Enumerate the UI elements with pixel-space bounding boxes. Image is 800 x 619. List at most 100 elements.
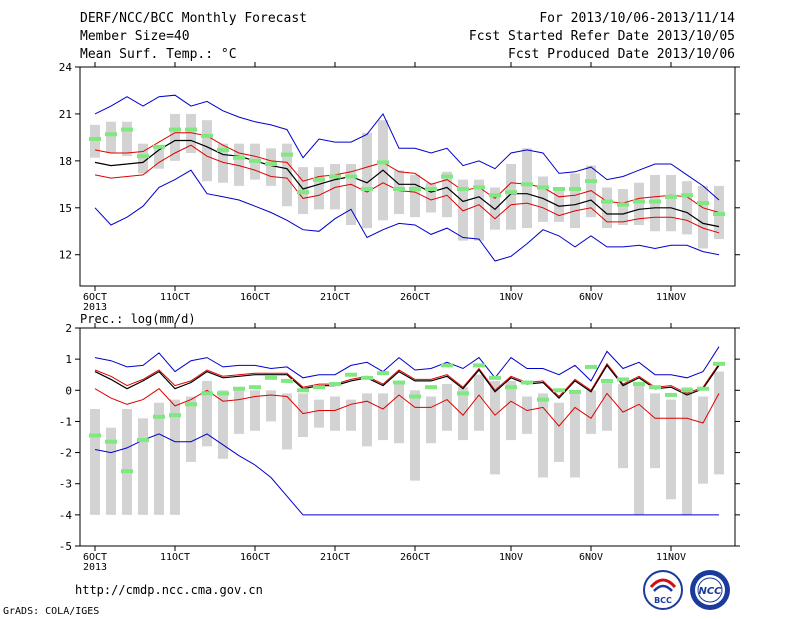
y-tick-label: 21 xyxy=(59,108,72,121)
ensemble-mean-marker xyxy=(265,161,277,166)
ensemble-mean-marker xyxy=(265,375,277,380)
ensemble-box xyxy=(346,399,356,431)
ensemble-box xyxy=(410,174,420,218)
ensemble-box xyxy=(330,396,340,431)
ensemble-mean-marker xyxy=(345,372,357,377)
ensemble-mean-marker xyxy=(329,382,341,387)
ensemble-mean-marker xyxy=(217,147,229,152)
ensemble-mean-marker xyxy=(569,389,581,394)
ensemble-mean-marker xyxy=(521,380,533,385)
ensemble-box xyxy=(394,170,404,215)
plot-frame xyxy=(79,66,736,287)
ensemble-box xyxy=(250,390,260,431)
ensemble-box xyxy=(698,185,708,249)
ensemble-mean-marker xyxy=(585,179,597,184)
ensemble-box xyxy=(218,143,228,183)
x-tick-label: 21OCT xyxy=(320,292,350,303)
ensemble-mean-marker xyxy=(313,177,325,182)
precipitation-title: Prec.: log(mm/d) xyxy=(80,312,196,326)
temperature-panel: 12 15 18 21 24 6OCT 11OCT 16OCT 21OCT 26OCT 1NOV 6N… xyxy=(59,61,740,313)
ensemble-box xyxy=(170,399,180,515)
ensemble-box xyxy=(714,371,724,475)
ensemble-mean-marker xyxy=(617,202,629,207)
ensemble-box xyxy=(458,179,468,241)
ensemble-mean-marker xyxy=(665,392,677,397)
ensemble-box xyxy=(282,143,292,207)
ensemble-box xyxy=(506,380,516,441)
ensemble-mean-marker xyxy=(297,388,309,393)
ensemble-mean-marker xyxy=(681,193,693,198)
min-line xyxy=(94,169,720,262)
ensemble-mean-marker xyxy=(169,127,181,132)
ensemble-box xyxy=(394,384,404,444)
ensemble-box xyxy=(538,393,548,478)
ncc-logo: NCC xyxy=(690,570,730,610)
ensemble-box xyxy=(666,174,676,232)
ensemble-mean-marker xyxy=(457,391,469,396)
ensemble-box xyxy=(234,143,244,186)
min-line xyxy=(94,433,719,516)
lower-line xyxy=(94,388,720,427)
ensemble-mean-marker xyxy=(105,132,117,137)
y-tick-label: -3 xyxy=(59,478,72,491)
ensemble-mean-marker xyxy=(457,187,469,192)
ensemble-mean-marker xyxy=(137,438,149,443)
grads-credit: GrADS: COLA/IGES xyxy=(3,606,100,617)
ensemble-box xyxy=(202,380,212,447)
ensemble-box xyxy=(442,384,452,431)
ensemble-box xyxy=(474,179,484,241)
x-tick-label: 16OCT xyxy=(240,292,270,303)
ensemble-box xyxy=(330,163,340,210)
ensemble-box xyxy=(154,148,164,169)
x-tick-label: 6OCT xyxy=(83,552,107,563)
ensemble-mean-marker xyxy=(617,377,629,382)
ensemble-mean-marker xyxy=(425,187,437,192)
median-line xyxy=(94,139,720,228)
ensemble-mean-marker xyxy=(441,174,453,179)
ensemble-box xyxy=(314,167,324,210)
source-url[interactable]: http://cmdp.ncc.cma.gov.cn xyxy=(75,583,263,597)
y-tick-label: 18 xyxy=(59,155,72,168)
ensemble-mean-marker xyxy=(473,185,485,190)
ensemble-mean-marker xyxy=(489,193,501,198)
ensemble-box xyxy=(186,396,196,462)
ensemble-box xyxy=(698,396,708,484)
ensemble-mean-marker xyxy=(665,194,677,199)
ensemble-box xyxy=(586,390,596,434)
ensemble-box xyxy=(106,427,116,515)
ensemble-box xyxy=(266,390,276,422)
ensemble-box xyxy=(426,182,436,213)
ensemble-mean-marker xyxy=(217,391,229,396)
ensemble-mean-marker xyxy=(361,375,373,380)
ensemble-box xyxy=(202,120,212,182)
ensemble-box xyxy=(538,176,548,222)
ensemble-mean-marker xyxy=(137,154,149,159)
ensemble-mean-marker xyxy=(281,152,293,157)
chart-title: DERF/NCC/BCC Monthly Forecast xyxy=(80,11,307,26)
ensemble-box xyxy=(570,390,580,478)
ensemble-mean-marker xyxy=(633,199,645,204)
ensemble-box xyxy=(634,384,644,515)
ensemble-box xyxy=(522,148,532,229)
ensemble-mean-marker xyxy=(281,378,293,383)
x-tick-label: 11NOV xyxy=(656,552,686,563)
ensemble-box xyxy=(90,408,100,515)
x-tick-label: 1NOV xyxy=(499,292,523,303)
ensemble-mean-marker xyxy=(569,187,581,192)
ensemble-box xyxy=(90,124,100,158)
ncc-logo-text: NCC xyxy=(698,586,722,597)
x-tick-label: 11OCT xyxy=(160,552,190,563)
ensemble-box xyxy=(682,181,692,235)
ensemble-mean-marker xyxy=(409,187,421,192)
ensemble-mean-marker xyxy=(681,388,693,393)
x-tick-label: 16OCT xyxy=(240,552,270,563)
ensemble-mean-marker xyxy=(553,187,565,192)
ensemble-box xyxy=(106,121,116,154)
upper-line xyxy=(94,132,720,213)
ensemble-box xyxy=(234,387,244,434)
ensemble-box xyxy=(154,402,164,515)
ensemble-box xyxy=(186,113,196,154)
ensemble-mean-marker xyxy=(521,182,533,187)
